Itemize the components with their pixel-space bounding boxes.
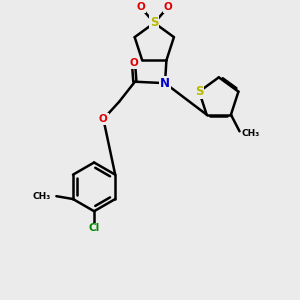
Text: S: S — [195, 85, 203, 98]
Text: CH₃: CH₃ — [242, 129, 260, 138]
Text: S: S — [150, 16, 159, 29]
Text: O: O — [136, 2, 145, 12]
Text: CH₃: CH₃ — [33, 192, 51, 201]
Text: Cl: Cl — [88, 224, 100, 233]
Text: O: O — [129, 58, 138, 68]
Text: N: N — [160, 76, 170, 90]
Text: O: O — [164, 2, 172, 12]
Text: O: O — [99, 114, 108, 124]
